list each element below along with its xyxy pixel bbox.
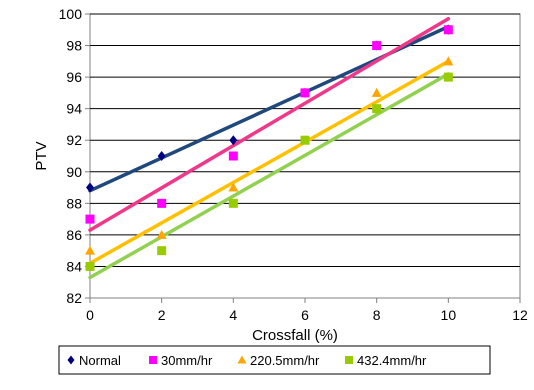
point-series-3 — [228, 182, 239, 192]
trendline-series-4 — [88, 72, 451, 280]
point-series-2 — [372, 41, 382, 51]
x-tick-labels: 0 2 4 6 8 10 12 — [86, 307, 528, 323]
y-tick-label: 100 — [59, 6, 83, 22]
legend-marker-3 — [237, 355, 247, 364]
point-series-4 — [85, 261, 95, 271]
point-series-2 — [443, 25, 453, 35]
y-axis-title: PTV — [33, 141, 50, 170]
data-points — [85, 24, 454, 271]
legend-label-3: 220.5mm/hr — [250, 353, 320, 368]
point-series-3 — [371, 87, 382, 97]
point-series-1 — [157, 151, 166, 161]
legend-marker-4 — [345, 356, 353, 364]
point-series-2 — [157, 198, 167, 208]
trendline-series-2 — [88, 16, 451, 232]
point-series-3 — [443, 56, 454, 66]
point-series-3 — [156, 229, 167, 239]
point-series-2 — [85, 214, 95, 224]
trendline-series-3 — [88, 59, 451, 266]
x-tick-label: 6 — [301, 307, 309, 323]
y-tick-label: 82 — [66, 290, 82, 306]
point-series-1 — [86, 182, 94, 193]
x-axis-title: Crossfall (%) — [252, 327, 338, 344]
y-tick-label: 94 — [66, 101, 82, 117]
y-tick-labels: 82 84 86 88 90 92 94 96 98 100 — [59, 6, 83, 306]
x-tick-label: 0 — [86, 307, 94, 323]
legend-label-4: 432.4mm/hr — [357, 353, 427, 368]
point-series-3 — [85, 245, 95, 255]
legend-marker-2 — [149, 356, 157, 364]
point-series-4 — [372, 104, 382, 114]
point-series-4 — [443, 72, 453, 82]
x-tick-label: 12 — [512, 307, 528, 323]
x-tick-label: 4 — [229, 307, 237, 323]
y-tick-label: 98 — [66, 38, 82, 54]
point-series-2 — [300, 88, 310, 98]
legend-box — [58, 345, 491, 375]
legend: Normal 30mm/hr 220.5mm/hr 432.4mm/hr — [67, 353, 427, 368]
point-series-2 — [228, 151, 238, 161]
x-tick-label: 10 — [441, 307, 457, 323]
x-tick-label: 2 — [158, 307, 166, 323]
y-tick-label: 84 — [66, 258, 82, 274]
x-tick-label: 8 — [373, 307, 381, 323]
y-tick-label: 88 — [66, 195, 82, 211]
y-tick-label: 90 — [66, 164, 82, 180]
legend-marker-1 — [67, 355, 75, 365]
trendlines — [88, 16, 451, 280]
y-tick-label: 86 — [66, 227, 82, 243]
legend-label-1: Normal — [79, 353, 121, 368]
point-series-4 — [228, 198, 238, 208]
y-tick-label: 96 — [66, 69, 82, 85]
legend-label-2: 30mm/hr — [161, 353, 213, 368]
point-series-4 — [157, 246, 167, 256]
point-series-1 — [229, 135, 238, 146]
y-tick-label: 92 — [66, 132, 82, 148]
point-series-4 — [300, 135, 310, 145]
